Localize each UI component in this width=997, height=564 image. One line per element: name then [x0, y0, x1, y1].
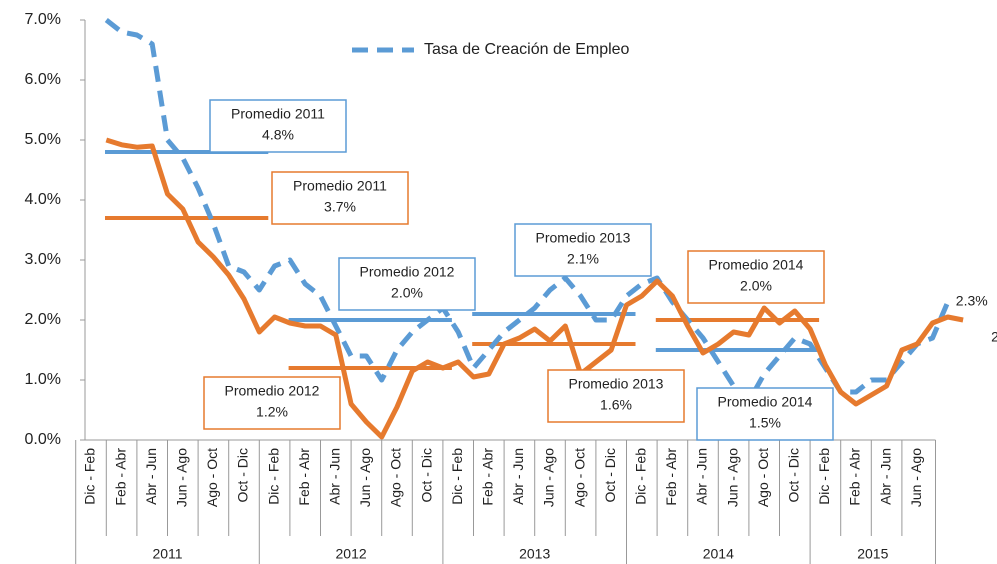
annotation-value: 4.8% [262, 127, 294, 143]
annotation-title: Promedio 2012 [225, 383, 320, 399]
annotation-value: 3.7% [324, 199, 356, 215]
x-tick-label: Feb - Abr [296, 448, 312, 506]
annotation-title: Promedio 2011 [293, 178, 387, 194]
series-line [105, 137, 964, 440]
x-tick-label: Ago - Oct [571, 448, 587, 507]
y-tick-label: 4.0% [25, 191, 61, 208]
y-tick-label: 0.0% [25, 431, 61, 448]
x-tick-label: Oct - Dic [602, 448, 618, 502]
annotation-box [514, 223, 652, 277]
x-tick-label: Jun - Ago [724, 448, 740, 507]
x-tick-label: Jun - Ago [908, 448, 924, 507]
annotation-box [209, 99, 347, 153]
annotation-value: 2.0% [391, 285, 423, 301]
x-tick-label: Ago - Oct [388, 448, 404, 507]
legend-label: Tasa de Creación de Empleo [424, 41, 630, 58]
x-tick-label: Oct - Dic [235, 448, 251, 502]
annotation-value: 2.0% [740, 278, 772, 294]
annotation-title: Promedio 2012 [360, 264, 455, 280]
x-tick-label: Ago - Oct [755, 448, 771, 507]
y-tick-label: 6.0% [25, 71, 61, 88]
y-tick-label: 7.0% [25, 11, 61, 28]
x-tick-label: Dic - Feb [816, 448, 832, 505]
x-tick-label: Feb - Abr [480, 448, 496, 506]
x-tick-label: Feb - Abr [663, 448, 679, 506]
series-line [104, 18, 951, 404]
annotation-value: 2.1% [567, 251, 599, 267]
annotation-title: Promedio 2013 [569, 376, 664, 392]
value-label: 2.0% [991, 329, 997, 345]
year-label: 2011 [152, 546, 182, 562]
x-tick-label: Dic - Feb [265, 448, 281, 505]
x-tick-label: Abr - Jun [694, 448, 710, 505]
x-tick-label: Jun - Ago [174, 448, 190, 507]
annotation-title: Promedio 2013 [536, 230, 631, 246]
x-tick-label: Abr - Jun [877, 448, 893, 505]
x-tick-label: Jun - Ago [541, 448, 557, 507]
value-label: 2.3% [956, 293, 988, 309]
x-tick-label: Abr - Jun [143, 448, 159, 505]
annotation-box [547, 369, 685, 423]
year-label: 2013 [519, 546, 550, 562]
y-tick-label: 5.0% [25, 131, 61, 148]
y-tick-label: 1.0% [25, 371, 61, 388]
x-tick-label: Oct - Dic [418, 448, 434, 502]
annotation-box [271, 171, 409, 225]
annotation-title: Promedio 2014 [718, 394, 813, 410]
annotation-box [203, 376, 341, 430]
annotation-box [687, 250, 825, 304]
annotation-title: Promedio 2011 [231, 106, 325, 122]
annotation-box [338, 257, 476, 311]
year-label: 2012 [336, 546, 367, 562]
x-tick-label: Feb - Abr [847, 448, 863, 506]
x-tick-label: Ago - Oct [204, 448, 220, 507]
x-tick-label: Oct - Dic [786, 448, 802, 502]
x-tick-label: Feb - Abr [112, 448, 128, 506]
annotation-box [696, 387, 834, 441]
x-tick-label: Dic - Feb [633, 448, 649, 505]
annotation-title: Promedio 2014 [709, 257, 804, 273]
y-tick-label: 3.0% [25, 251, 61, 268]
annotation-value: 1.2% [256, 404, 288, 420]
x-tick-label: Jun - Ago [357, 448, 373, 507]
year-label: 2014 [703, 546, 734, 562]
x-tick-label: Abr - Jun [327, 448, 343, 505]
x-tick-label: Abr - Jun [510, 448, 526, 505]
x-tick-label: Dic - Feb [449, 448, 465, 505]
x-tick-label: Dic - Feb [82, 448, 98, 505]
y-tick-label: 2.0% [25, 311, 61, 328]
annotation-value: 1.6% [600, 397, 632, 413]
annotation-value: 1.5% [749, 415, 781, 431]
year-label: 2015 [857, 546, 888, 562]
